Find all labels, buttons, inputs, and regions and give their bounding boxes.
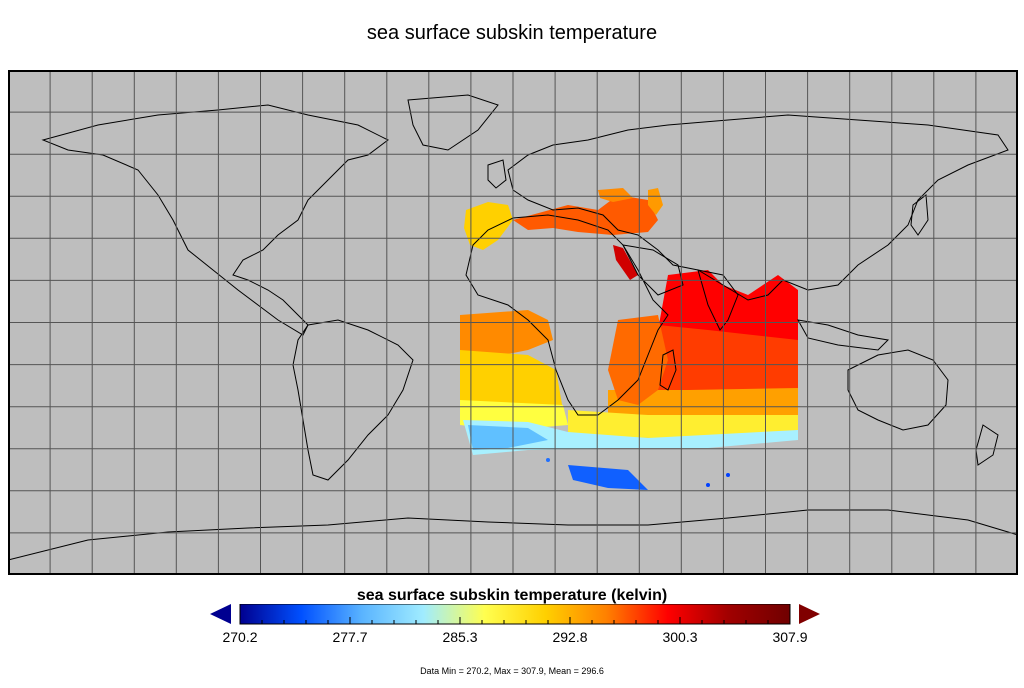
coast-arabia — [622, 244, 684, 296]
map-title: sea surface subskin temperature — [366, 22, 658, 44]
map-panel — [8, 70, 1018, 575]
colorbar-title: sea surface subskin temperature (kelvin) — [356, 587, 668, 604]
colorbar-tick-label: 277.7 — [332, 629, 367, 645]
sst-patch-east-africa — [608, 315, 668, 405]
colorbar-ticks — [239, 617, 791, 624]
sst-dot — [546, 458, 550, 462]
sst-patch-coldest — [568, 465, 648, 490]
colorbar-under-arrow — [210, 604, 231, 624]
coast-indonesia — [797, 319, 890, 351]
coast-greenland — [407, 94, 499, 151]
sst-patch-southern-ocean — [463, 420, 798, 455]
colorbar-tick-label: 292.8 — [552, 629, 587, 645]
colorbar-tick-labels: 270.2 277.7 285.3 292.8 300.3 307.9 — [222, 629, 807, 645]
sst-dot — [726, 473, 730, 477]
coast-africa — [465, 214, 669, 416]
colorbar-gradient — [239, 604, 791, 625]
colorbar-over-arrow — [799, 604, 820, 624]
sst-patch-red-sea — [613, 245, 638, 280]
sst-patch-south-yellow — [568, 410, 798, 440]
colorbar-tick-label: 270.2 — [222, 629, 257, 645]
graticule — [8, 70, 1018, 575]
sst-patch-black-sea — [598, 188, 633, 202]
sst-patch-cold-sw — [468, 425, 548, 450]
colorbar: 270.2 277.7 285.3 292.8 300.3 307.9 — [210, 604, 820, 645]
sst-patch-indian-mid — [658, 325, 798, 400]
coast-antarctica — [8, 509, 1018, 561]
coastlines — [8, 94, 1018, 561]
colorbar-tick-label: 300.3 — [662, 629, 697, 645]
coast-madagascar — [659, 349, 677, 391]
coast-british-isles — [487, 159, 507, 189]
sst-patch-south-atlantic — [460, 350, 563, 415]
coast-eurasia — [507, 114, 1009, 301]
sst-dot — [706, 483, 710, 487]
coast-south-america — [292, 319, 414, 481]
sst-patch-mediterranean — [513, 195, 658, 235]
map-frame — [8, 70, 1018, 575]
sst-patch-caspian — [648, 188, 663, 215]
colorbar-tick-label: 307.9 — [772, 629, 807, 645]
data-statistics: Data Min = 270.2, Max = 307.9, Mean = 29… — [420, 666, 604, 676]
colorbar-tick-label: 285.3 — [442, 629, 477, 645]
coast-new-zealand — [975, 424, 999, 466]
coast-north-america — [41, 104, 389, 336]
